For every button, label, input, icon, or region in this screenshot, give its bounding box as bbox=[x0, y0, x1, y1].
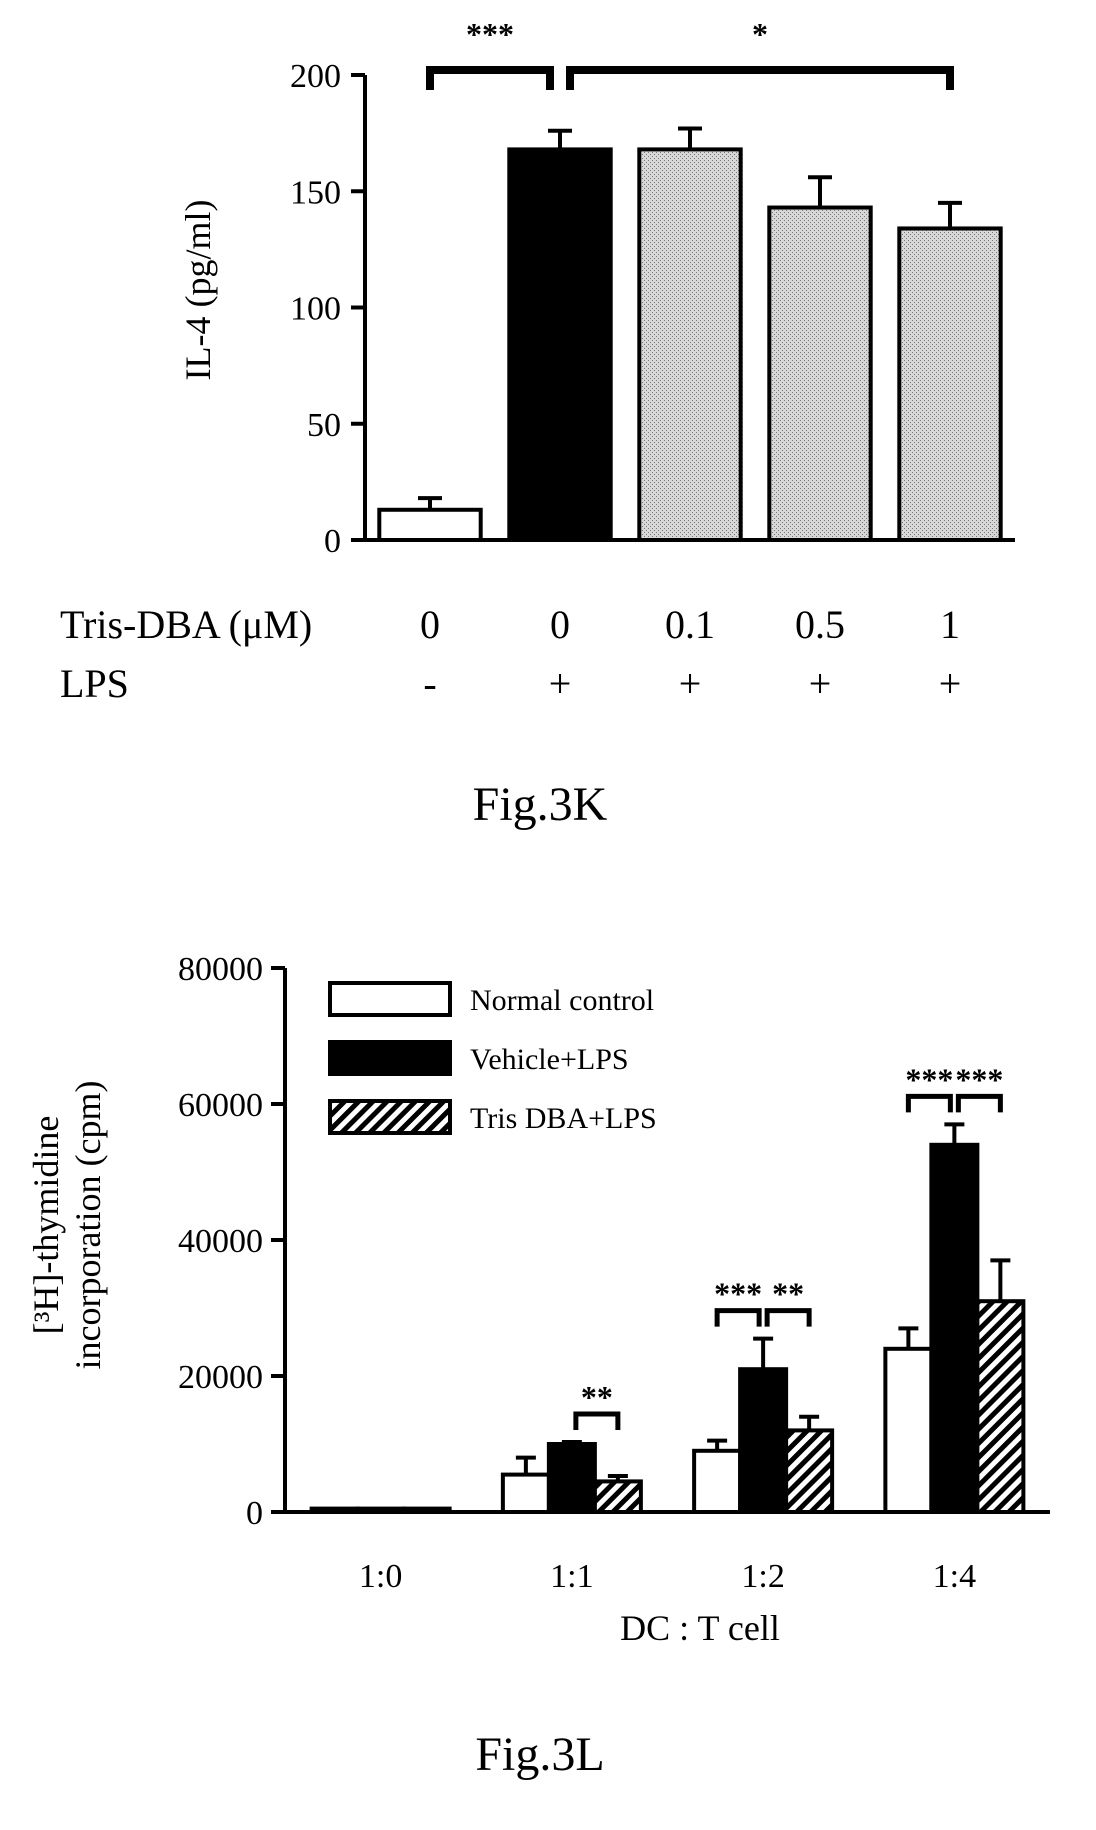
significance-label: *** bbox=[466, 16, 514, 52]
bar bbox=[401, 1506, 452, 1514]
legend-label-normal-control: Normal control bbox=[470, 984, 654, 1017]
y-tick-label: 150 bbox=[290, 174, 341, 211]
bar bbox=[592, 1479, 643, 1515]
significance-bracket bbox=[905, 1093, 953, 1113]
significance-bracket bbox=[714, 1308, 762, 1327]
significance-label: * bbox=[752, 16, 768, 52]
bar bbox=[309, 1506, 360, 1514]
bar bbox=[500, 1472, 551, 1514]
chart-3k-bars bbox=[377, 126, 1003, 542]
bar bbox=[637, 147, 743, 542]
bar bbox=[767, 205, 873, 542]
chart-3k-y-axis-title: IL-4 (pg/ml) bbox=[178, 200, 218, 381]
bar bbox=[929, 1142, 980, 1515]
chart-3l-x-axis-title: DC : T cell bbox=[620, 1608, 780, 1648]
legend-swatch-normal-control bbox=[328, 981, 452, 1017]
significance-label: *** bbox=[955, 1061, 1003, 1097]
x-tick-label: 1:2 bbox=[741, 1558, 784, 1595]
significance-bracket bbox=[764, 1308, 812, 1327]
y-tick-label: 80000 bbox=[178, 951, 263, 988]
significance-label: *** bbox=[714, 1276, 762, 1312]
x-tick-label: 1:4 bbox=[933, 1558, 976, 1595]
legend-label-vehicle-lps: Vehicle+LPS bbox=[470, 1043, 629, 1076]
lps-value: + bbox=[549, 661, 572, 706]
tris-dba-value: 0.5 bbox=[795, 602, 845, 647]
bar bbox=[784, 1428, 835, 1515]
y-tick-label: 0 bbox=[324, 523, 341, 560]
tris-dba-value: 0 bbox=[420, 602, 440, 647]
y-tick-label: 200 bbox=[290, 58, 341, 95]
y-tick-label: 40000 bbox=[178, 1223, 263, 1260]
y-tick-label: 100 bbox=[290, 291, 341, 328]
x-tick-label: 1:0 bbox=[359, 1558, 402, 1595]
row-label-tris: Tris-DBA (μM) bbox=[60, 602, 312, 647]
significance-bracket bbox=[573, 1411, 621, 1430]
significance-bracket bbox=[566, 66, 954, 90]
y-tick-label: 60000 bbox=[178, 1087, 263, 1124]
bar bbox=[883, 1346, 934, 1515]
bar bbox=[975, 1299, 1026, 1514]
figure-caption-3k: Fig.3K bbox=[473, 778, 608, 831]
y-tick-label: 50 bbox=[307, 407, 341, 444]
bar bbox=[377, 507, 483, 542]
y-tick-label: 20000 bbox=[178, 1359, 263, 1396]
chart-3l-significance: ***** ***** *** bbox=[573, 1061, 1003, 1430]
row-label-lps: LPS bbox=[60, 661, 129, 706]
bar bbox=[507, 147, 613, 542]
significance-label: ** bbox=[772, 1276, 804, 1312]
bar bbox=[738, 1367, 789, 1514]
legend-label-tris-dba-lps: Tris DBA+LPS bbox=[470, 1102, 657, 1135]
chart-3l-y-axis-title: [³H]-thymidine bbox=[26, 1116, 66, 1335]
lps-value: - bbox=[423, 661, 436, 706]
significance-bracket bbox=[426, 66, 554, 90]
significance-label: *** bbox=[905, 1061, 953, 1097]
lps-value: + bbox=[809, 661, 832, 706]
chart-3l-y-axis-title-line2: incorporation (cpm) bbox=[68, 1081, 108, 1370]
chart-3k-significance: *** * bbox=[426, 16, 954, 90]
lps-value: + bbox=[679, 661, 702, 706]
chart-3l-bars bbox=[309, 1122, 1026, 1515]
chart-3k-condition-values: 0 - 0 +0.1 +0.5 +1 + bbox=[420, 602, 961, 706]
bar bbox=[897, 226, 1003, 542]
tris-dba-value: 0.1 bbox=[665, 602, 715, 647]
bar bbox=[546, 1442, 597, 1514]
legend-swatch-tris-dba-lps bbox=[328, 1099, 452, 1135]
tris-dba-value: 1 bbox=[940, 602, 960, 647]
significance-bracket bbox=[955, 1093, 1003, 1113]
lps-value: + bbox=[939, 661, 962, 706]
figure-caption-3l: Fig.3L bbox=[475, 1728, 604, 1781]
significance-label: ** bbox=[581, 1379, 613, 1415]
x-tick-label: 1:1 bbox=[550, 1558, 593, 1595]
bar bbox=[692, 1448, 743, 1515]
y-tick-label: 0 bbox=[246, 1495, 263, 1532]
legend-swatch-vehicle-lps bbox=[328, 1040, 452, 1076]
chart-3l-legend: Normal control Vehicle+LPS Tris DBA+LPS bbox=[328, 981, 657, 1135]
tris-dba-value: 0 bbox=[550, 602, 570, 647]
bar bbox=[355, 1506, 406, 1514]
